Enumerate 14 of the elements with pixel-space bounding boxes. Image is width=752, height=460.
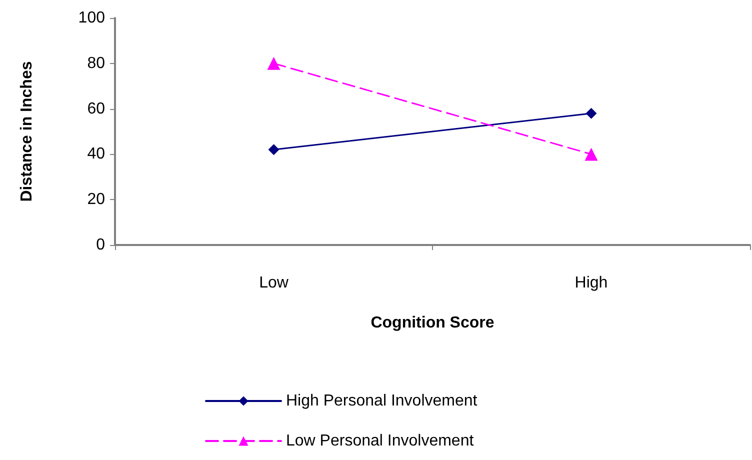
y-tick-label: 0	[96, 236, 106, 254]
y-tick-label: 20	[87, 191, 106, 208]
y-tick-label: 100	[78, 10, 106, 26]
legend-label: Low Personal Involvement	[286, 432, 474, 450]
y-tick-label: 60	[87, 100, 106, 118]
x-tick-label: High	[574, 274, 608, 292]
y-tick-label: 80	[87, 54, 106, 72]
point	[586, 108, 597, 119]
point	[268, 144, 280, 156]
legend-label: High Personal Involvement	[286, 392, 478, 410]
x-axis-title: Cognition Score	[370, 314, 494, 332]
x-tick-label: Low	[259, 274, 289, 292]
y-axis-title: Distance in Inches	[18, 61, 36, 202]
y-tick-label: 40	[87, 146, 106, 163]
